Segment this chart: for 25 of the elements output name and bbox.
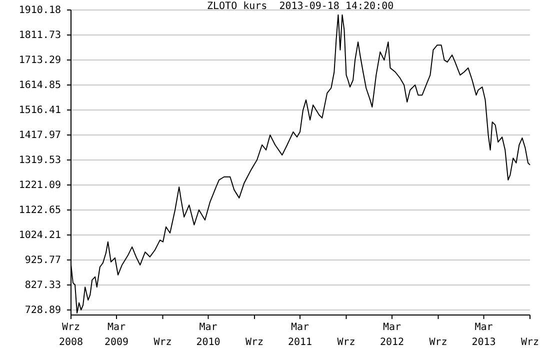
y-tick-label: 1614.85 [18, 80, 61, 92]
y-tick-label: 1713.29 [18, 55, 61, 66]
x-tick-label: Wrz [154, 337, 172, 348]
x-tick-label: Mar 2011 [288, 322, 312, 348]
y-tick-label: 1516.41 [18, 105, 61, 116]
x-tick-label: Mar 2010 [196, 322, 220, 348]
y-tick-label: 925.77 [24, 255, 61, 266]
y-tick-label: 1122.65 [18, 205, 61, 216]
x-tick-label: Wrz [429, 337, 448, 348]
y-tick-label: 1319.53 [18, 155, 61, 166]
x-tick-label: Mar 2013 [472, 322, 496, 348]
y-tick-label: 1221.09 [18, 180, 61, 192]
y-tick-label: 827.33 [24, 280, 61, 292]
y-tick-label: 1811.73 [18, 30, 61, 42]
y-tick-label: 1910.18 [18, 5, 61, 16]
y-tick-label: 1024.21 [18, 230, 61, 242]
y-tick-label: 728.89 [24, 305, 61, 316]
x-tick-label: Wrz [245, 337, 264, 348]
x-tick-label: Wrz 2008 [58, 322, 84, 348]
x-tick-label: Mar 2012 [380, 322, 404, 348]
x-tick-label: Wrz [337, 337, 356, 348]
chart-title: ZLOTO kurs 2013-09-18 14:20:00 [207, 1, 394, 12]
x-tick-label: Wrz [520, 337, 540, 348]
y-tick-label: 1417.97 [18, 130, 61, 142]
x-tick-label: Mar 2009 [104, 322, 129, 348]
